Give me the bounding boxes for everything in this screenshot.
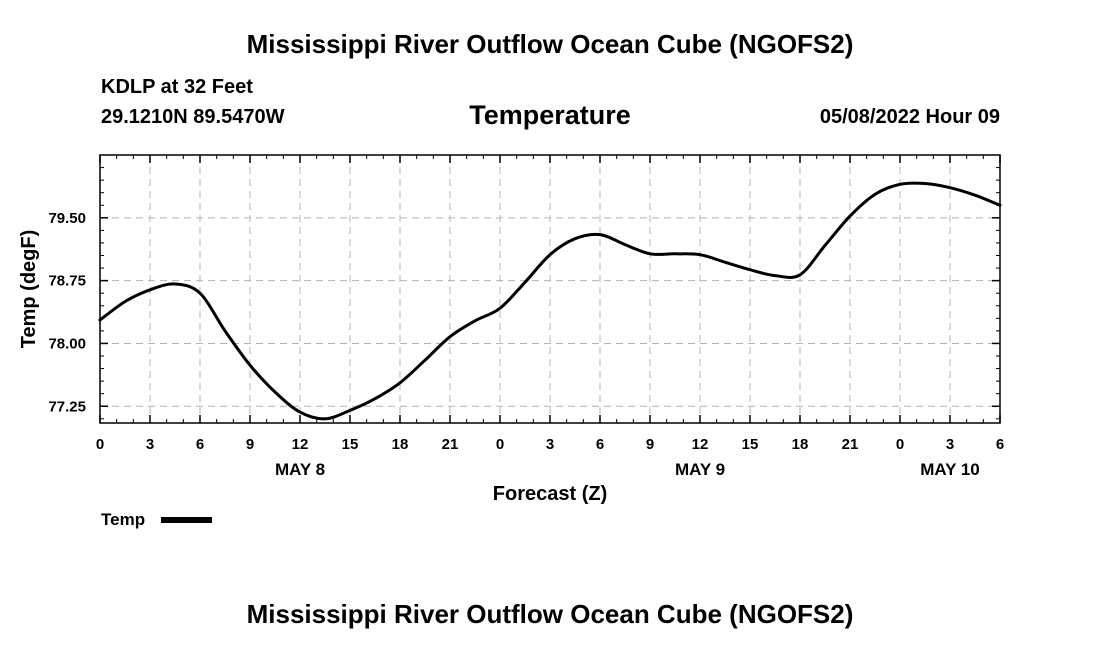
x-tick-label: 3 [946,436,954,453]
y-tick-label: 78.75 [48,273,86,290]
y-tick-label: 78.00 [48,335,86,352]
x-tick-label: 12 [292,436,309,453]
x-tick-label: 9 [246,436,254,453]
date-label: MAY 9 [675,460,725,479]
chart-title: Mississippi River Outflow Ocean Cube (NG… [246,29,854,59]
y-tick-label: 77.25 [48,398,86,415]
x-tick-label: 9 [646,436,654,453]
coordinates-label: 29.1210N 89.5470W [101,106,285,128]
variable-title: Temperature [469,100,631,130]
x-tick-label: 6 [996,436,1004,453]
x-tick-label: 18 [792,436,809,453]
station-label: KDLP at 32 Feet [101,76,253,98]
x-tick-label: 3 [546,436,554,453]
date-label: MAY 8 [275,460,325,479]
x-axis-label: Forecast (Z) [493,483,607,505]
x-tick-label: 15 [342,436,359,453]
x-tick-label: 21 [842,436,859,453]
footer-title: Mississippi River Outflow Ocean Cube (NG… [246,599,854,629]
x-tick-label: 0 [896,436,904,453]
date-label: MAY 10 [920,460,980,479]
x-tick-label: 12 [692,436,709,453]
x-tick-label: 0 [496,436,504,453]
x-tick-label: 21 [442,436,459,453]
x-tick-label: 3 [146,436,154,453]
run-time-label: 05/08/2022 Hour 09 [819,106,1000,128]
y-tick-label: 79.50 [48,210,86,227]
x-tick-label: 15 [742,436,759,453]
x-tick-label: 6 [596,436,604,453]
x-tick-label: 18 [392,436,409,453]
x-tick-label: 6 [196,436,204,453]
x-tick-label: 0 [96,436,104,453]
series-line-temp [98,181,1002,421]
legend-label: Temp [101,510,145,529]
plot-frame [99,154,1001,424]
y-axis-label: Temp (degF) [18,230,40,349]
